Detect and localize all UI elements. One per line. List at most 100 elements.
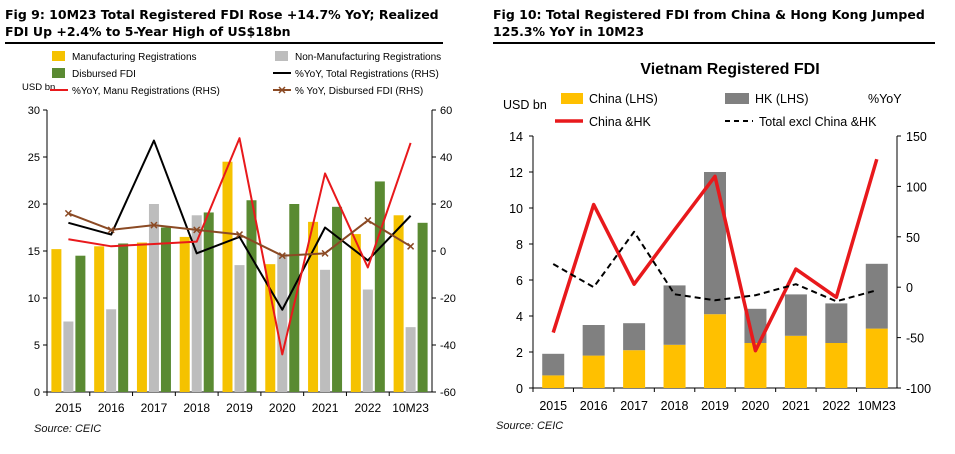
left-x-tick-label: 2017 xyxy=(141,401,168,415)
right-bar-hk xyxy=(784,294,807,336)
left-bar-non-manufacturing xyxy=(234,265,245,392)
right-x-tick-label: 2018 xyxy=(661,399,689,413)
right-bar-china xyxy=(582,355,605,388)
right-y2-tick-label: 150 xyxy=(906,130,927,144)
left-bar-disbursed xyxy=(246,200,257,392)
right-legend-label-china: China (LHS) xyxy=(589,92,658,106)
left-legend-label-yoy-disbursed: % YoY, Disbursed FDI (RHS) xyxy=(295,86,423,97)
left-bar-manufacturing xyxy=(94,246,105,392)
left-y2-tick-label: -20 xyxy=(440,293,456,305)
right-y-tick-label: 4 xyxy=(516,310,523,324)
right-line-total-excl xyxy=(552,230,878,303)
right-y2-tick-label: 100 xyxy=(906,180,927,194)
right-y-tick-label: 6 xyxy=(516,274,523,288)
left-bar-non-manufacturing xyxy=(63,321,74,392)
left-x-tick-label: 2020 xyxy=(269,401,296,415)
left-legend-marker-yoy-disbursed xyxy=(278,86,286,94)
right-bar-china xyxy=(542,375,565,388)
right-figure-title-line1: Fig 10: Total Registered FDI from China … xyxy=(493,7,925,22)
right-bar-china xyxy=(784,335,807,388)
left-point-yoy-disbursed xyxy=(193,226,201,234)
left-y-tick-label: 20 xyxy=(28,199,40,211)
right-source-note: Source: CEIC xyxy=(496,420,564,432)
left-legend-swatch-non-manufacturing xyxy=(275,51,288,61)
left-bar-disbursed xyxy=(417,222,428,392)
left-figure-title-line2: FDI Up +2.4% to 5-Year High of US$18bn xyxy=(5,24,291,39)
right-bar-hk xyxy=(865,263,888,329)
left-legend-label-yoy-manu: %YoY, Manu Registrations (RHS) xyxy=(72,86,220,97)
left-x-tick-label: 10M23 xyxy=(392,401,429,415)
left-bar-non-manufacturing xyxy=(320,269,331,392)
right-y-axis-unit-label: USD bn xyxy=(503,98,547,112)
left-chart: USD bn Manufacturing Registrations Non-Man… xyxy=(22,51,456,415)
left-bar-manufacturing xyxy=(265,264,276,392)
left-legend-swatch-manufacturing xyxy=(52,51,65,61)
left-bar-disbursed xyxy=(203,212,214,392)
left-point-yoy-disbursed xyxy=(407,242,415,250)
right-legend-label-total-excl: Total excl China &HK xyxy=(759,115,877,129)
left-figure-title-line1: Fig 9: 10M23 Total Registered FDI Rose +… xyxy=(5,7,439,22)
right-bar-hk xyxy=(623,323,646,351)
left-y2-tick-label: 40 xyxy=(440,152,452,164)
left-legend-label-yoy-total: %YoY, Total Registrations (RHS) xyxy=(295,69,439,80)
left-point-yoy-disbursed xyxy=(64,209,72,217)
left-x-tick-label: 2022 xyxy=(354,401,381,415)
left-bar-manufacturing xyxy=(308,221,319,392)
left-y2-tick-label: 60 xyxy=(440,105,452,117)
left-bar-manufacturing xyxy=(222,161,233,392)
left-bar-disbursed xyxy=(75,255,86,392)
right-x-tick-label: 2015 xyxy=(539,399,567,413)
right-x-tick-label: 2021 xyxy=(782,399,810,413)
right-chart: Vietnam Registered FDI USD bn %YoY China (L… xyxy=(503,61,931,413)
right-title-rule xyxy=(493,42,935,44)
right-x-tick-label: 2019 xyxy=(701,399,729,413)
left-point-yoy-disbursed xyxy=(278,252,286,260)
right-y-tick-label: 14 xyxy=(509,130,523,144)
left-legend-label-disbursed: Disbursed FDI xyxy=(72,69,136,80)
left-y-tick-label: 0 xyxy=(34,387,40,399)
left-bar-disbursed xyxy=(332,206,343,392)
right-legend-label-hk: HK (LHS) xyxy=(755,92,808,106)
right-y-tick-label: 10 xyxy=(509,202,523,216)
left-bar-non-manufacturing xyxy=(362,289,373,392)
left-x-tick-label: 2018 xyxy=(183,401,210,415)
right-line-china-hk xyxy=(551,158,879,353)
right-bar-china xyxy=(704,314,726,388)
left-y-tick-label: 15 xyxy=(28,246,40,258)
right-bar-china xyxy=(825,343,848,388)
left-y2-tick-label: 20 xyxy=(440,199,452,211)
left-bar-manufacturing xyxy=(179,236,190,392)
right-bar-china xyxy=(623,350,646,388)
left-bar-non-manufacturing xyxy=(191,215,202,392)
left-y2-tick-label: 0 xyxy=(440,246,446,258)
left-legend-label-manufacturing: Manufacturing Registrations xyxy=(72,52,197,63)
left-x-tick-label: 2016 xyxy=(98,401,125,415)
right-x-tick-label: 2020 xyxy=(742,399,770,413)
left-legend-swatch-disbursed xyxy=(52,68,65,78)
right-bar-hk xyxy=(825,303,848,343)
left-x-tick-label: 2015 xyxy=(55,401,82,415)
left-bar-manufacturing xyxy=(136,242,147,392)
right-y-tick-label: 8 xyxy=(516,238,523,252)
left-bar-non-manufacturing xyxy=(277,253,288,392)
right-bar-hk xyxy=(542,353,565,376)
left-point-yoy-disbursed xyxy=(364,216,372,224)
left-y2-tick-label: -40 xyxy=(440,340,456,352)
right-bar-china xyxy=(663,344,686,388)
left-point-yoy-disbursed xyxy=(235,231,244,239)
right-bar-china xyxy=(865,328,888,388)
right-y-tick-label: 0 xyxy=(516,382,523,396)
left-y-axis-unit-label: USD bn xyxy=(22,82,55,93)
left-x-tick-label: 2021 xyxy=(312,401,339,415)
left-bar-disbursed xyxy=(289,204,300,392)
left-point-yoy-disbursed xyxy=(321,249,329,257)
left-bar-disbursed xyxy=(374,181,385,392)
right-x-tick-label: 2017 xyxy=(620,399,648,413)
left-bar-non-manufacturing xyxy=(106,309,117,392)
left-line-yoy-total xyxy=(68,139,412,311)
right-bar-hk xyxy=(663,285,686,345)
right-legend-label-china-hk: China &HK xyxy=(589,115,651,129)
left-bar-manufacturing xyxy=(51,249,62,392)
right-y2-tick-label: -50 xyxy=(906,332,924,346)
left-line-yoy-manu xyxy=(68,137,412,356)
